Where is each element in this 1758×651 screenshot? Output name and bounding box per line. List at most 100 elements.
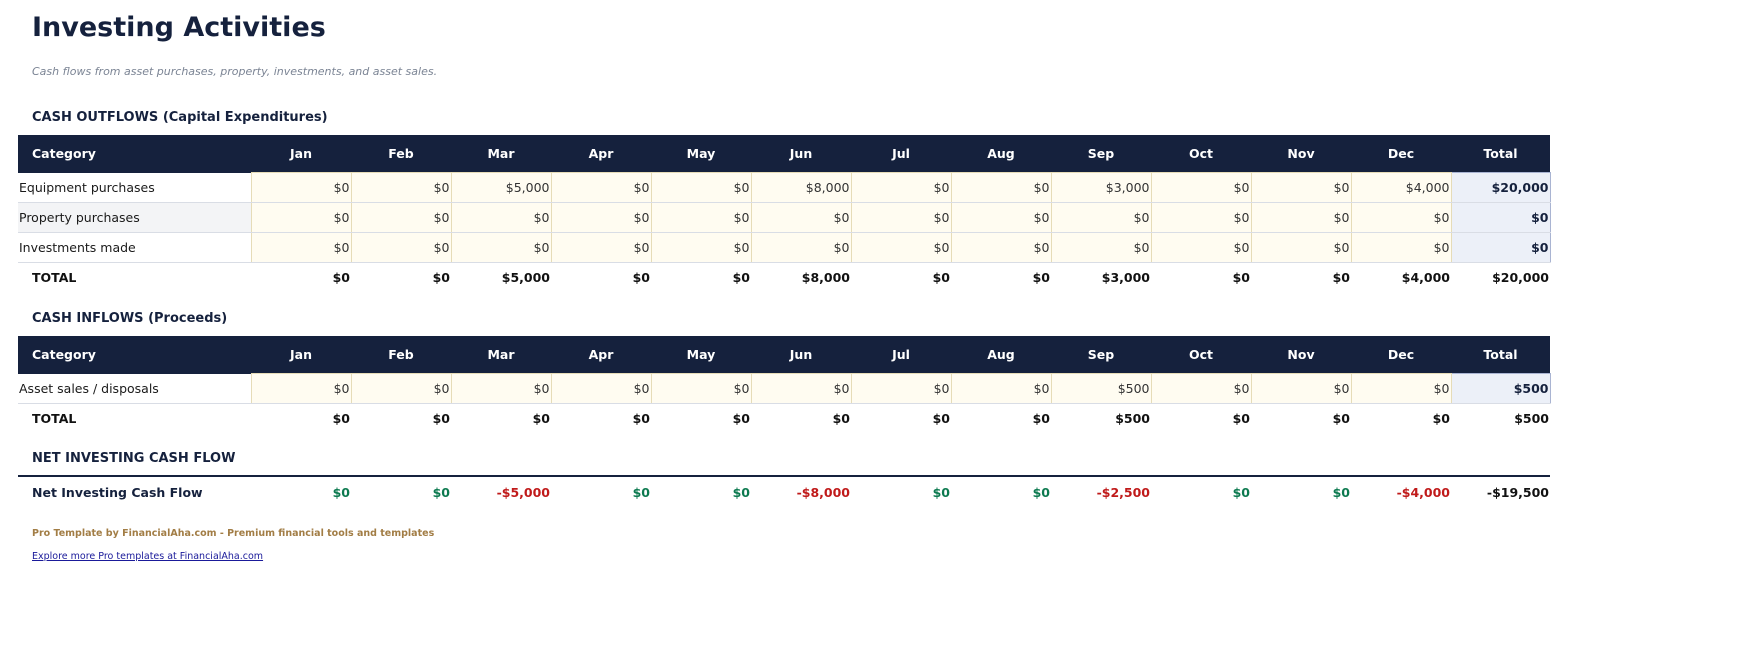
- amount-input-cell[interactable]: $500: [1050, 373, 1152, 404]
- amount-input-cell[interactable]: $0: [950, 232, 1052, 263]
- total-cell: $0: [632, 270, 650, 285]
- table-row: Equipment purchases $0 $0 $5,000 $0 $0 $8,000 $…: [18, 172, 1551, 203]
- amount-input-cell[interactable]: $0: [450, 373, 552, 404]
- page-subtitle: Cash flows from asset purchases, propert…: [32, 65, 438, 78]
- header-row: Category Jan Feb Mar Apr May Jun Jul Aug Sep Oct No…: [18, 135, 1550, 173]
- amount-input-cell[interactable]: $0: [1350, 373, 1452, 404]
- amount-input-cell[interactable]: $3,000: [1050, 172, 1152, 203]
- amount-input-cell[interactable]: $0: [750, 232, 852, 263]
- total-cell: $8,000: [801, 270, 850, 285]
- column-header: Category: [18, 135, 251, 173]
- net-cell: $0: [1232, 484, 1250, 500]
- total-cell: $0: [1432, 411, 1450, 426]
- total-row: TOTAL $0 $0 $0 $0 $0 $0 $0 $0 $500 $0 $0 $0 $500: [18, 404, 1550, 434]
- amount-input-cell[interactable]: $0: [1050, 232, 1152, 263]
- column-header: Nov: [1251, 135, 1351, 173]
- amount-input-cell[interactable]: $8,000: [750, 172, 852, 203]
- amount-input-cell[interactable]: $0: [1250, 172, 1352, 203]
- total-cell: $0: [832, 411, 850, 426]
- column-header: Dec: [1351, 336, 1451, 374]
- amount-input-cell[interactable]: $0: [450, 202, 552, 233]
- total-cell: $0: [432, 270, 450, 285]
- amount-input-cell[interactable]: $0: [350, 202, 452, 233]
- net-table: Net Investing Cash Flow $0 $0 -$5,000 $0 $0 -$…: [18, 477, 1550, 507]
- amount-input-cell[interactable]: $5,000: [450, 172, 552, 203]
- net-cell: $0: [1332, 484, 1350, 500]
- amount-input-cell[interactable]: $0: [1350, 202, 1452, 233]
- amount-input-cell[interactable]: $0: [550, 202, 652, 233]
- amount-input-cell[interactable]: $0: [650, 373, 752, 404]
- amount-input-cell[interactable]: $0: [550, 373, 652, 404]
- outflows-table: Category Jan Feb Mar Apr May Jun Jul Aug Sep Oct No…: [18, 135, 1551, 292]
- column-header: May: [651, 336, 751, 374]
- column-header: Jun: [751, 336, 851, 374]
- amount-input-cell[interactable]: $0: [850, 172, 952, 203]
- amount-input-cell[interactable]: $0: [650, 172, 752, 203]
- amount-input-cell[interactable]: $0: [850, 202, 952, 233]
- total-cell: $0: [1232, 270, 1250, 285]
- amount-input-cell[interactable]: $0: [1250, 373, 1352, 404]
- column-header: Dec: [1351, 135, 1451, 173]
- total-cell: $0: [932, 411, 950, 426]
- amount-input-cell[interactable]: $4,000: [1350, 172, 1452, 203]
- row-total: $0: [1450, 202, 1551, 233]
- amount-input-cell[interactable]: $0: [250, 172, 352, 203]
- total-cell: $0: [332, 270, 350, 285]
- amount-input-cell[interactable]: $0: [350, 373, 452, 404]
- net-cell: $0: [432, 484, 450, 500]
- amount-input-cell[interactable]: $0: [850, 232, 952, 263]
- total-cell: $0: [1032, 411, 1050, 426]
- amount-input-cell[interactable]: $0: [750, 202, 852, 233]
- amount-input-cell[interactable]: $0: [350, 172, 452, 203]
- amount-input-cell[interactable]: $0: [1050, 202, 1152, 233]
- amount-input-cell[interactable]: $0: [1150, 232, 1252, 263]
- column-header: Apr: [551, 336, 651, 374]
- total-cell: $0: [532, 411, 550, 426]
- amount-input-cell[interactable]: $0: [950, 172, 1052, 203]
- amount-input-cell[interactable]: $0: [650, 202, 752, 233]
- amount-input-cell[interactable]: $0: [950, 202, 1052, 233]
- table-row: Asset sales / disposals $0 $0 $0 $0 $0 $0 $0 $0 $…: [18, 373, 1551, 404]
- net-total: -$19,500: [1486, 484, 1549, 500]
- net-cell: $0: [732, 484, 750, 500]
- amount-input-cell[interactable]: $0: [1150, 172, 1252, 203]
- row-label: Equipment purchases: [18, 172, 251, 203]
- amount-input-cell[interactable]: $0: [1350, 232, 1452, 263]
- amount-input-cell[interactable]: $0: [250, 232, 352, 263]
- amount-input-cell[interactable]: $0: [550, 232, 652, 263]
- amount-input-cell[interactable]: $0: [550, 172, 652, 203]
- amount-input-cell[interactable]: $0: [1250, 232, 1352, 263]
- page-title: Investing Activities: [32, 12, 326, 43]
- total-cell: $0: [1032, 270, 1050, 285]
- table-row: Investments made $0 $0 $0 $0 $0 $0 $0 $0 $0 $0 $0 $0…: [18, 232, 1551, 263]
- amount-input-cell[interactable]: $0: [650, 232, 752, 263]
- amount-input-cell[interactable]: $0: [1150, 373, 1252, 404]
- amount-input-cell[interactable]: $0: [250, 202, 352, 233]
- column-header: Total: [1451, 336, 1550, 374]
- total-label: TOTAL: [32, 411, 77, 426]
- net-divider: [18, 475, 1550, 477]
- amount-input-cell[interactable]: $0: [250, 373, 352, 404]
- column-header: Aug: [951, 135, 1051, 173]
- amount-input-cell[interactable]: $0: [1150, 202, 1252, 233]
- amount-input-cell[interactable]: $0: [950, 373, 1052, 404]
- amount-input-cell[interactable]: $0: [850, 373, 952, 404]
- amount-input-cell[interactable]: $0: [450, 232, 552, 263]
- row-total: $20,000: [1450, 172, 1551, 203]
- net-cell: $0: [632, 484, 650, 500]
- row-total: $0: [1450, 232, 1551, 263]
- amount-input-cell[interactable]: $0: [1250, 202, 1352, 233]
- column-header: Oct: [1151, 336, 1251, 374]
- column-header: Jul: [851, 135, 951, 173]
- total-cell: $5,000: [501, 270, 550, 285]
- net-cell: $0: [332, 484, 350, 500]
- inflows-table: Category Jan Feb Mar Apr May Jun Jul Aug Sep Oct No…: [18, 336, 1551, 433]
- amount-input-cell[interactable]: $0: [750, 373, 852, 404]
- table-row: Property purchases $0 $0 $0 $0 $0 $0 $0 $0 $0 $0 $0…: [18, 202, 1551, 233]
- column-header: Jun: [751, 135, 851, 173]
- footer-link[interactable]: Explore more Pro templates at FinancialA…: [32, 551, 264, 562]
- net-cell: $0: [1032, 484, 1050, 500]
- amount-input-cell[interactable]: $0: [350, 232, 452, 263]
- row-total: $500: [1450, 373, 1551, 404]
- grand-total: $500: [1514, 411, 1549, 426]
